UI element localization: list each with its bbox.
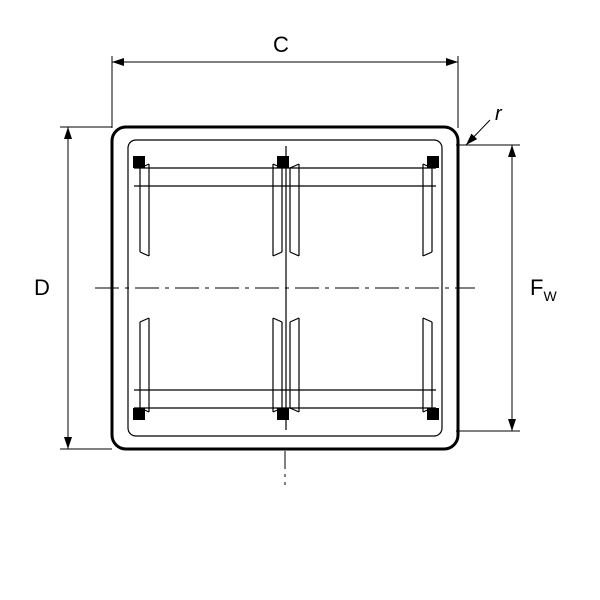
dim-d-label: D [34,275,50,300]
dim-c-label: C [273,32,289,57]
